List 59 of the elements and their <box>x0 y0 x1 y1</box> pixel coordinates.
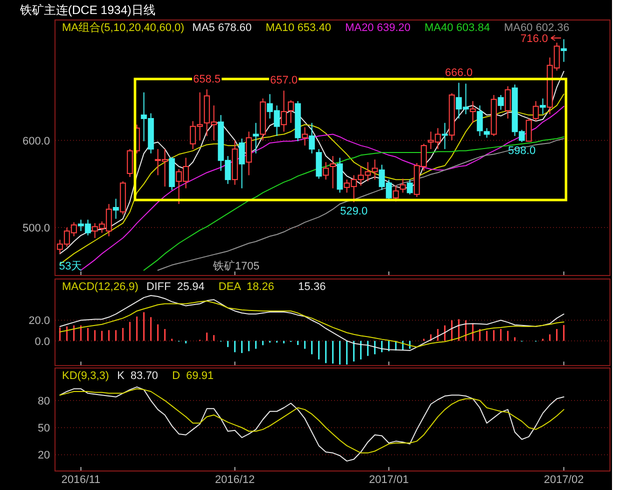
annotation: 15.36 <box>298 281 326 293</box>
annotation: 658.5 <box>193 73 221 86</box>
legend-title: KD(9,3,3) <box>62 370 110 382</box>
y-tick-label: 80 <box>38 396 50 408</box>
text: MA20 639.20 <box>345 22 410 34</box>
candlestick <box>238 138 245 189</box>
series-label: DIFF 25.94 <box>146 281 204 293</box>
candlestick <box>330 156 336 189</box>
series-label: DEA 18.26 <box>218 281 274 293</box>
candlestick <box>532 100 539 122</box>
candlestick <box>112 198 119 220</box>
candlestick <box>322 162 329 180</box>
candlestick <box>484 128 490 138</box>
line-series <box>59 295 564 352</box>
candlestick <box>288 100 294 124</box>
legend-title: MACD(12,26,9) <box>62 281 138 293</box>
candlestick <box>442 122 448 150</box>
series-label: K 83.70 <box>117 370 158 382</box>
candlestick <box>400 178 406 194</box>
x-tick-label: 2017/02 <box>544 474 584 486</box>
x-tick-label: 2017/01 <box>368 474 409 486</box>
x-tick-label: 2016/11 <box>61 474 100 486</box>
candlestick <box>470 100 476 124</box>
annotation: 529.0 <box>340 205 368 218</box>
y-tick-label: 20 <box>38 450 50 462</box>
candlestick <box>526 118 532 142</box>
candlestick <box>126 148 133 178</box>
y-tick-label: 20.0 <box>28 315 50 328</box>
y-tick-label: 50 <box>38 422 50 435</box>
x-tick-label: 2016/12 <box>214 474 255 486</box>
candlestick <box>302 126 308 146</box>
candlestick <box>308 122 315 154</box>
legend-title: MA组合(5,10,20,40,60,0) <box>62 21 184 34</box>
candlestick <box>540 98 546 115</box>
annotation: 53天 <box>59 260 82 272</box>
y-tick-label: 600.0 <box>22 135 50 148</box>
candlestick <box>316 148 322 180</box>
series-label: D 69.91 <box>172 370 214 382</box>
line-series <box>59 300 564 348</box>
annotation: 铁矿1705 <box>212 260 260 272</box>
candlestick <box>406 179 413 195</box>
text: MA40 603.84 <box>424 22 490 34</box>
annotation: 716.0 <box>520 33 548 45</box>
annotation: 666.0 <box>445 66 473 79</box>
candlestick <box>504 86 511 120</box>
text: MA5 678.60 <box>192 22 252 34</box>
text: MA60 602.36 <box>504 22 570 34</box>
candlestick <box>476 104 483 136</box>
annotation: 657.0 <box>270 74 298 87</box>
chart-title: 铁矿主连(DCE 1934)日线 <box>19 3 156 17</box>
candlestick <box>392 185 399 202</box>
candlestick <box>498 94 504 110</box>
candlestick <box>560 38 567 62</box>
text: MA10 653.40 <box>266 22 332 34</box>
y-tick-label: 500.0 <box>22 222 50 235</box>
y-tick-label: 0.0 <box>34 336 50 348</box>
candlestick <box>252 122 259 154</box>
annotation: 598.0 <box>508 145 536 158</box>
candlestick <box>280 90 287 132</box>
